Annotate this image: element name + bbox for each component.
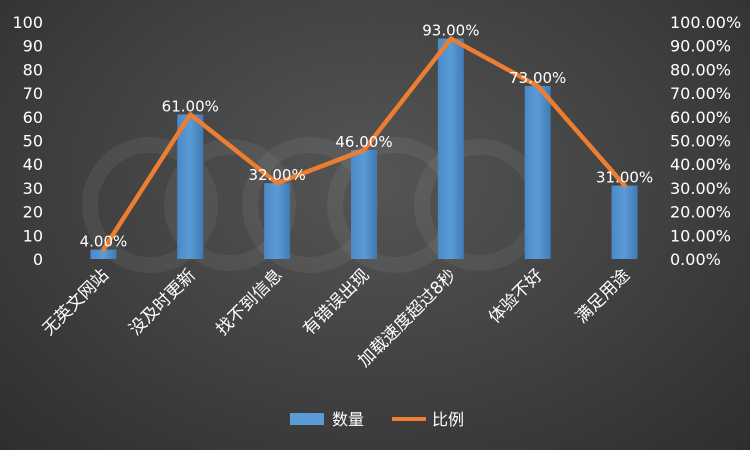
right-tick-label: 100.00%	[670, 13, 741, 32]
left-tick-label: 20	[23, 203, 43, 222]
data-labels: 4.00% 61.00% 32.00% 46.00% 93.00% 73.00% 31.00…	[80, 22, 654, 251]
left-tick-label: 90	[23, 37, 43, 56]
legend-label-bar: 数量	[332, 410, 364, 429]
right-tick-label: 30.00%	[670, 179, 731, 198]
line-series	[101, 36, 627, 252]
bar-5	[437, 38, 464, 260]
legend-swatch-bar	[290, 413, 324, 425]
right-tick-label: 60.00%	[670, 108, 731, 127]
legend: 数量 比例	[290, 410, 464, 429]
data-label: 93.00%	[422, 22, 479, 40]
data-label: 4.00%	[80, 233, 128, 251]
left-tick-label: 70	[23, 84, 43, 103]
bar-6	[524, 85, 551, 260]
right-tick-label: 50.00%	[670, 132, 731, 151]
data-label: 32.00%	[249, 166, 306, 184]
category-label: 找不到信息	[212, 265, 286, 339]
bar-3	[264, 183, 291, 259]
bar-series	[90, 38, 638, 260]
category-label: 有错误出现	[299, 265, 373, 339]
right-tick-label: 20.00%	[670, 203, 731, 222]
category-label: 满足用途	[572, 265, 634, 327]
right-tick-label: 40.00%	[670, 155, 731, 174]
data-label: 61.00%	[162, 97, 219, 115]
left-tick-label: 30	[23, 179, 43, 198]
right-tick-label: 10.00%	[670, 226, 731, 245]
data-label: 73.00%	[509, 69, 566, 87]
left-tick-label: 60	[23, 108, 43, 127]
data-label: 46.00%	[335, 133, 392, 151]
left-tick-label: 10	[23, 226, 43, 245]
left-tick-label: 50	[23, 132, 43, 151]
right-tick-label: 0.00%	[670, 250, 721, 269]
left-tick-label: 80	[23, 60, 43, 79]
right-axis-ticks: 0.00% 10.00% 20.00% 30.00% 40.00% 50.00% 60.00…	[670, 13, 741, 269]
legend-label-line: 比例	[432, 410, 464, 429]
right-tick-label: 80.00%	[670, 60, 731, 79]
line-path	[101, 36, 627, 252]
left-tick-label: 100	[12, 13, 43, 32]
watermark-ring	[82, 137, 218, 273]
category-label: 体验不好	[485, 265, 547, 327]
right-tick-label: 90.00%	[670, 37, 731, 56]
category-label: 无英文网站	[39, 265, 113, 339]
right-tick-label: 70.00%	[670, 84, 731, 103]
left-tick-label: 0	[33, 250, 43, 269]
left-tick-label: 40	[23, 155, 43, 174]
bar-7	[611, 185, 638, 259]
bar-4	[351, 149, 377, 259]
bar-1	[90, 249, 117, 259]
category-label: 没及时更新	[126, 265, 200, 339]
data-label: 31.00%	[596, 169, 653, 187]
bar-2	[177, 114, 204, 260]
left-axis-ticks: 0 10 20 30 40 50 60 70 80 90 100	[12, 13, 43, 269]
